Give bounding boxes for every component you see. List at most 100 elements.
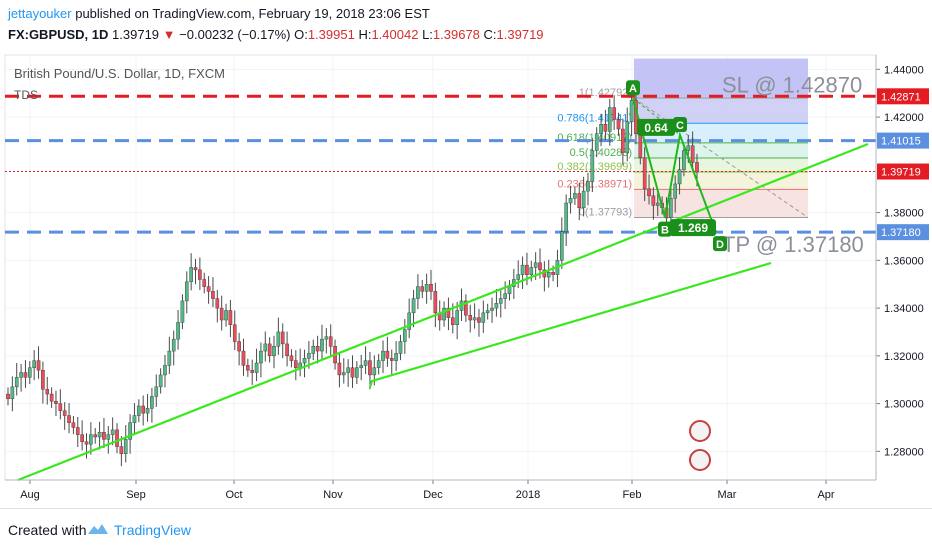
pattern-point-badge: [658, 221, 672, 237]
candle-body: [320, 338, 324, 352]
candle-body: [546, 272, 551, 278]
high-value: 1.40042: [371, 27, 419, 42]
candle-body: [241, 350, 246, 366]
economic-event-flag-icon[interactable]: [689, 420, 711, 442]
symbol-line: FX:GBPUSD, 1D 1.39719 ▼ −0.00232 (−0.17%…: [8, 27, 544, 42]
candle-body: [259, 350, 263, 364]
candle-body: [97, 432, 102, 438]
pattern-point-label-c: C: [676, 120, 684, 132]
trend-line-upper[interactable]: [368, 261, 772, 388]
published-text: published on TradingView.com, February 1…: [75, 6, 430, 21]
candle-body: [616, 119, 621, 130]
candle-body: [503, 293, 507, 299]
trendline-drawings[interactable]: A B C D 0.64 1.269: [17, 80, 869, 482]
fib-level-label: 0.5(1.40285): [570, 147, 632, 159]
candle-body: [307, 353, 311, 359]
candle-body: [490, 307, 494, 311]
candle-body: [485, 310, 490, 314]
fib-zone: [634, 189, 808, 218]
candle-body: [368, 360, 372, 376]
candle-body: [337, 362, 342, 376]
candle-body: [180, 300, 185, 323]
x-tick-label: Feb: [623, 489, 642, 501]
fib-trend-line: [633, 97, 809, 218]
tradingview-logo-icon: [88, 524, 108, 534]
candle-body: [289, 355, 294, 361]
candle-body: [254, 362, 259, 373]
candle-body: [202, 279, 207, 287]
axis-price-tag-bg: [877, 163, 929, 180]
candle-body: [93, 434, 98, 438]
publish-line: jettayouker published on TradingView.com…: [8, 6, 430, 21]
candle-body: [32, 360, 36, 368]
candle-body: [355, 367, 359, 378]
candle-body: [224, 310, 228, 321]
candle-body: [211, 291, 215, 299]
candle-body: [568, 198, 573, 204]
x-tick-label: Apr: [817, 489, 834, 501]
trend-line-lower[interactable]: [17, 142, 869, 482]
pattern-point-badge: [626, 80, 640, 96]
candle-body: [171, 338, 176, 352]
y-tick-label: 1.36000: [884, 255, 924, 267]
candle-body: [246, 365, 250, 371]
y-tick-label: 1.30000: [884, 399, 924, 411]
candle-body: [494, 303, 499, 309]
candle-body: [315, 346, 320, 352]
candle-body: [464, 300, 468, 316]
level-annotation-sl: SL @ 1.42870: [722, 72, 862, 97]
candle-body: [272, 346, 276, 357]
candle-body: [62, 410, 67, 416]
candle-body: [690, 145, 695, 163]
candle-body: [573, 193, 577, 199]
x-tick-label: Mar: [718, 489, 737, 501]
y-tick-label: 1.42000: [884, 112, 924, 124]
open-value: 1.39951: [307, 27, 355, 42]
abcd-pattern-line[interactable]: [632, 97, 717, 233]
economic-event-flag-icon[interactable]: [689, 449, 711, 471]
candle-body: [198, 269, 202, 280]
pattern-point-label-d: D: [716, 239, 724, 251]
candle-body: [84, 441, 89, 445]
candle-body: [625, 121, 630, 154]
candle-body: [581, 190, 586, 209]
candle-body: [154, 386, 159, 397]
pattern-ratio-label: 0.64: [644, 121, 668, 135]
candle-body: [41, 369, 45, 390]
fib-level-label: 0.618(1.40917): [557, 132, 632, 144]
candle-body: [477, 317, 481, 323]
chart-header: jettayouker published on TradingView.com…: [0, 0, 932, 50]
candle-body: [529, 267, 534, 275]
candle-body: [89, 434, 93, 445]
fib-level-label: 0.786(1.41741): [557, 112, 632, 124]
candle-body: [106, 434, 111, 440]
symbol-label: FX:GBPUSD, 1D: [8, 27, 109, 42]
fib-level-label: 1(1.42792): [579, 87, 632, 99]
candle-body: [429, 284, 433, 292]
price-chart[interactable]: 1(1.42792) 0.786(1.41741) 0.618(1.40917) 0.…: [0, 50, 932, 508]
pattern-ratio-badge: [670, 219, 716, 237]
y-tick-label: 1.32000: [884, 351, 924, 363]
candle-body: [346, 367, 350, 373]
pattern-point-label-a: A: [629, 83, 637, 95]
candle-body: [119, 446, 124, 454]
candle-body: [669, 198, 673, 218]
candle-body: [450, 317, 455, 326]
candle-body: [311, 346, 316, 354]
candle-body: [145, 408, 150, 414]
author-link[interactable]: jettayouker: [8, 6, 72, 21]
fibonacci-retracement[interactable]: 1(1.42792) 0.786(1.41741) 0.618(1.40917) 0.…: [557, 58, 809, 219]
candlestick-series: [6, 87, 699, 467]
candle-body: [45, 389, 50, 395]
candle-body: [695, 162, 699, 173]
candle-body: [294, 360, 298, 368]
candle-body: [219, 307, 224, 321]
level-annotation-tp: TP @ 1.37180: [722, 232, 864, 257]
legend-title: British Pound/U.S. Dollar, 1D, FXCM: [14, 66, 225, 81]
candle-body: [14, 377, 19, 388]
tradingview-brand-link[interactable]: TradingView: [114, 522, 192, 538]
horizontal-levels[interactable]: 1.42871 SL @ 1.42870 1.41015 1.39719 1.37180…: [5, 72, 929, 257]
last-price: 1.39719: [112, 27, 160, 42]
candle-body: [267, 343, 272, 357]
candle-body: [594, 133, 599, 151]
